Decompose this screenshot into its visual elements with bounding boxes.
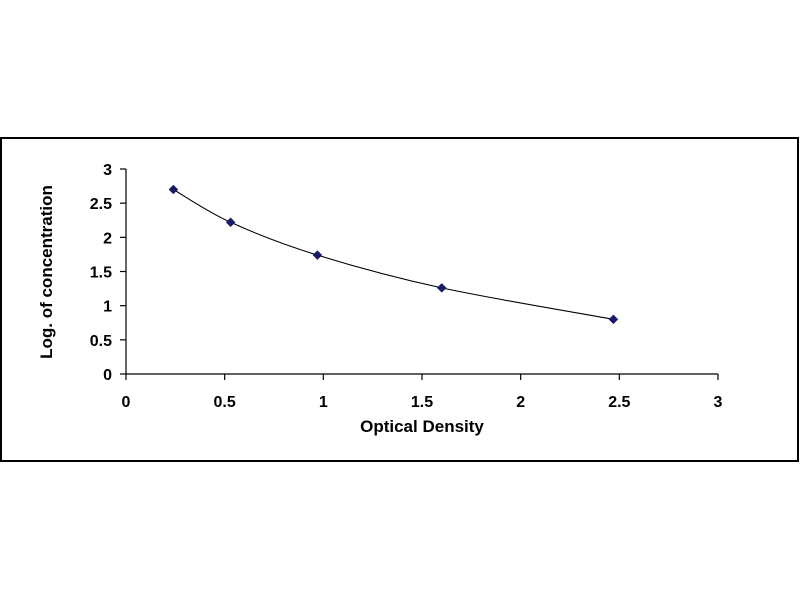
data-point-diamond [436, 283, 447, 293]
plot-area: 0 0.5 1 1.5 2 2.5 3 0 0.5 1 1.5 2 2.5 3 [90, 162, 723, 411]
y-tick-label: 2.5 [90, 196, 112, 213]
data-point-diamond [225, 217, 236, 228]
x-tick-label: 2 [516, 394, 525, 411]
y-tick-label: 0.5 [90, 333, 112, 350]
fit-curve [173, 189, 614, 320]
y-tick-label: 1 [103, 299, 112, 316]
y-tick-label: 1.5 [90, 265, 112, 282]
y-tick-label: 2 [103, 230, 112, 247]
x-tick-label: 0.5 [214, 394, 236, 411]
x-tick-label: 1.5 [411, 394, 433, 411]
chart-border [0, 137, 799, 462]
data-point-diamond [312, 250, 323, 260]
x-tick-label: 3 [714, 394, 723, 411]
x-tick-label: 1 [319, 394, 328, 411]
data-point-diamond [608, 314, 619, 325]
y-tick-label: 0 [103, 367, 112, 384]
x-tick-label: 0 [122, 394, 131, 411]
y-tick-label: 3 [103, 162, 112, 179]
data-point-diamond [168, 184, 179, 195]
x-tick-label: 2.5 [608, 394, 630, 411]
y-axis-title: Log. of concentration [37, 185, 56, 359]
x-axis-title: Optical Density [360, 417, 484, 436]
